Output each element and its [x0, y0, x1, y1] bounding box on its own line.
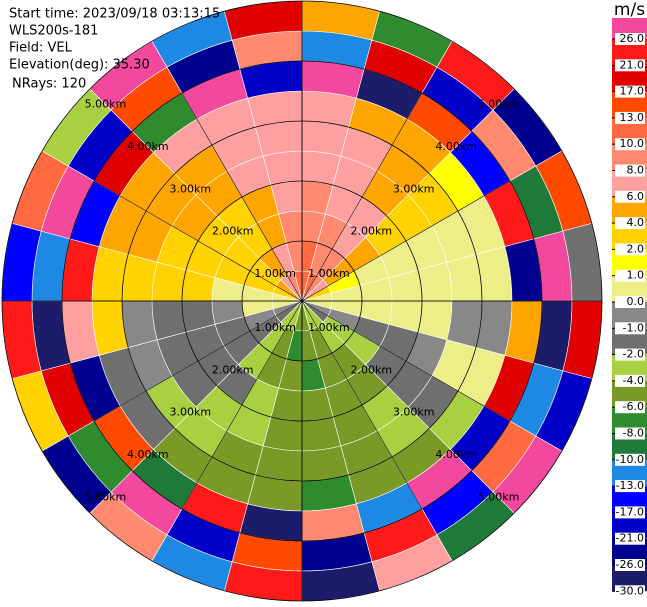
range-label: 3.00km	[393, 406, 435, 419]
colorbar-label-bg	[615, 532, 645, 545]
range-label: 5.00km	[85, 491, 127, 504]
range-label: 3.00km	[169, 406, 211, 419]
colorbar-label: 13.0	[620, 111, 645, 124]
colorbar-label-bg	[615, 296, 645, 308]
cell	[255, 445, 303, 482]
range-label: 5.00km	[85, 97, 127, 110]
range-label: 4.00km	[435, 140, 477, 153]
cell	[446, 300, 483, 348]
colorbar-label: -13.0	[616, 479, 644, 492]
header-line: Start time: 2023/09/18 03:13:15	[9, 7, 220, 22]
colorbar-label-bg	[615, 348, 645, 361]
colorbar-label-bg	[615, 453, 645, 466]
range-label: 3.00km	[169, 182, 211, 195]
colorbar-label: -1.0	[623, 321, 644, 334]
colorbar-label: -8.0	[623, 427, 644, 440]
colorbar-unit: m/s	[614, 0, 645, 20]
cell	[121, 300, 158, 348]
cell	[255, 120, 303, 157]
colorbar-label: 17.0	[620, 85, 645, 98]
range-label: 2.00km	[212, 225, 254, 238]
cell	[301, 445, 349, 482]
colorbar-label: 8.0	[627, 164, 645, 177]
cell	[301, 120, 349, 157]
colorbar-label: 4.0	[627, 216, 645, 229]
colorbar-label: -2.0	[623, 348, 644, 361]
range-label: 1.00km	[308, 321, 350, 334]
range-label: 4.00km	[435, 448, 477, 461]
colorbar-label: 2.0	[627, 242, 645, 255]
header: Start time: 2023/09/18 03:13:15 WLS200s-1…	[9, 7, 220, 92]
colorbar-label-bg	[615, 138, 645, 151]
colorbar-label: 21.0	[620, 58, 645, 71]
colorbar-label: 10.0	[620, 137, 645, 150]
range-label: 5.00km	[478, 97, 520, 110]
colorbar: m/s 26.0 21.0 17.0 13.0 10.0 8.0 6.0 4.0 2.0 1.0 0.…	[612, 0, 647, 598]
colorbar-label-bg	[615, 217, 645, 230]
colorbar-label: 1.0	[627, 269, 645, 282]
overlay: 1.00km 1.00km 1.00km 1.00km 2.00km 2.00km 2.00…	[1, 0, 603, 602]
cell	[121, 254, 158, 302]
range-label: 2.00km	[351, 363, 393, 376]
colorbar-label-bg	[615, 374, 645, 387]
range-label: 1.00km	[254, 321, 296, 334]
colorbar-label-bg	[615, 59, 645, 72]
range-label: 4.00km	[127, 140, 169, 153]
range-ring	[121, 120, 483, 482]
colorbar-label-bg	[615, 243, 645, 256]
colorbar-label-bg	[615, 190, 645, 203]
colorbar-label-bg	[615, 85, 645, 98]
colorbar-label-bg	[615, 401, 645, 414]
field	[1, 0, 603, 602]
colorbar-label: 0.0	[627, 295, 645, 308]
colorbar-label-bg	[615, 322, 645, 335]
colorbar-label-bg	[615, 427, 645, 440]
colorbar-label: -17.0	[616, 505, 644, 518]
colorbar-label: -6.0	[623, 400, 644, 413]
range-label: 5.00km	[478, 491, 520, 504]
range-label: 2.00km	[351, 225, 393, 238]
header-line: NRays: 120	[12, 77, 86, 92]
range-ring	[1, 0, 603, 602]
colorbar-label: -30.0	[616, 584, 644, 597]
header-line: WLS200s-181	[9, 24, 98, 39]
range-label: 1.00km	[254, 267, 296, 280]
colorbar-label-bg	[615, 164, 645, 177]
colorbar-label-bg	[615, 559, 645, 571]
colorbar-label: 6.0	[627, 190, 645, 203]
range-label: 4.00km	[127, 448, 169, 461]
range-ring	[61, 60, 543, 542]
colorbar-label-bg	[615, 111, 645, 124]
colorbar-label-bg	[615, 269, 645, 282]
colorbar-label-bg	[615, 480, 645, 493]
colorbar-label: 26.0	[620, 32, 645, 45]
range-ring	[241, 240, 363, 362]
colorbar-label-bg	[615, 506, 645, 519]
colorbar-label: -10.0	[616, 453, 644, 466]
cell	[446, 254, 483, 302]
colorbar-label: -4.0	[623, 374, 644, 387]
header-line: Field: VEL	[9, 41, 73, 56]
colorbar-label: -21.0	[616, 532, 644, 545]
range-label: 3.00km	[393, 182, 435, 195]
colorbar-label-bg	[615, 585, 645, 598]
range-label: 2.00km	[212, 363, 254, 376]
range-label: 1.00km	[308, 267, 350, 280]
colorbar-label-bg	[615, 33, 645, 45]
range-ring	[181, 180, 423, 422]
colorbar-label: -26.0	[616, 558, 644, 571]
header-line: Elevation(deg): 35.30	[9, 58, 150, 73]
